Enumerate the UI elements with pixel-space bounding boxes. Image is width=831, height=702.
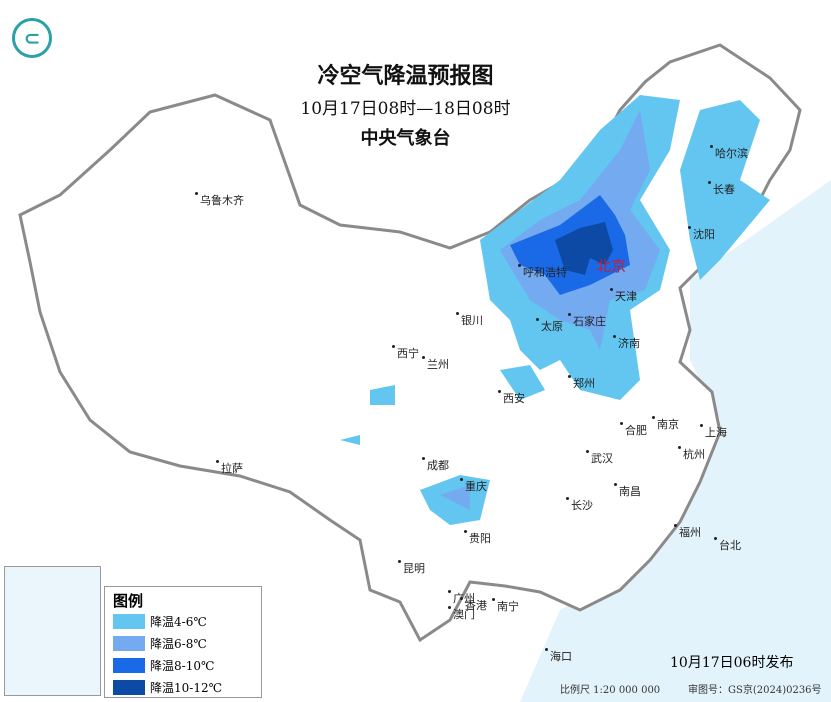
city-label: 太原 — [536, 318, 563, 334]
legend-swatch — [113, 614, 145, 629]
legend-item: 降温10-12℃ — [113, 679, 261, 696]
city-label: 南京 — [652, 416, 679, 432]
sea — [520, 180, 831, 702]
legend-item: 降温4-6℃ — [113, 613, 261, 630]
legend-title: 图例 — [113, 592, 144, 610]
city-label: 成都 — [422, 457, 449, 473]
legend: 图例 降温4-6℃ 降温6-8℃ 降温8-10℃ 降温10-12℃ — [104, 586, 262, 698]
city-label: 天津 — [610, 288, 637, 304]
city-label: 拉萨 — [216, 460, 243, 476]
city-label: 海口 — [545, 648, 572, 664]
city-label: 呼和浩特 — [518, 264, 567, 280]
city-label: 哈尔滨 — [710, 145, 748, 161]
city-label: 郑州 — [568, 375, 595, 391]
city-label: 昆明 — [398, 560, 425, 576]
city-label: 济南 — [613, 335, 640, 351]
city-label: 西宁 — [392, 345, 419, 361]
legend-swatch — [113, 636, 145, 651]
south-china-sea-inset — [4, 566, 101, 696]
city-label: 沈阳 — [688, 226, 715, 242]
legend-label: 降温4-6℃ — [150, 615, 207, 629]
legend-swatch — [113, 680, 145, 695]
city-label: 福州 — [674, 524, 701, 540]
legend-item: 降温8-10℃ — [113, 657, 261, 674]
legend-item: 降温6-8℃ — [113, 635, 261, 652]
legend-swatch — [113, 658, 145, 673]
map-audit-number: 审图号：GS京(2024)0236号 — [688, 685, 822, 696]
city-label: 西安 — [498, 390, 525, 406]
city-label: 上海 — [700, 424, 727, 440]
city-label: 南宁 — [492, 598, 519, 614]
map-period: 10月17日08时—18日08时 — [300, 99, 511, 119]
legend-label: 降温10-12℃ — [150, 681, 223, 695]
city-label-capital: 北京 — [596, 257, 627, 275]
city-label: 兰州 — [422, 356, 449, 372]
city-label: 银川 — [456, 312, 483, 328]
legend-label: 降温6-8℃ — [150, 637, 207, 651]
map-issuer: 中央气象台 — [360, 128, 451, 149]
city-label: 台北 — [714, 537, 741, 553]
city-label: 长春 — [708, 181, 735, 197]
city-label: 香港 — [460, 597, 487, 613]
city-label: 杭州 — [678, 446, 705, 462]
city-label: 武汉 — [586, 450, 613, 466]
cooling-10-12 — [555, 222, 613, 275]
city-label: 石家庄 — [568, 313, 606, 329]
city-label: 南昌 — [614, 483, 641, 499]
publish-time: 10月17日06时发布 — [670, 655, 794, 671]
city-label: 重庆 — [460, 478, 487, 494]
map-title: 冷空气降温预报图 — [317, 63, 494, 89]
city-label: 乌鲁木齐 — [195, 192, 244, 208]
map-scale: 比例尺 1:20 000 000 — [560, 685, 661, 696]
city-label: 贵阳 — [464, 530, 491, 546]
city-label: 合肥 — [620, 422, 647, 438]
cma-logo-icon: ⊂ — [12, 18, 52, 58]
city-label: 长沙 — [566, 497, 593, 513]
legend-label: 降温8-10℃ — [150, 659, 215, 673]
